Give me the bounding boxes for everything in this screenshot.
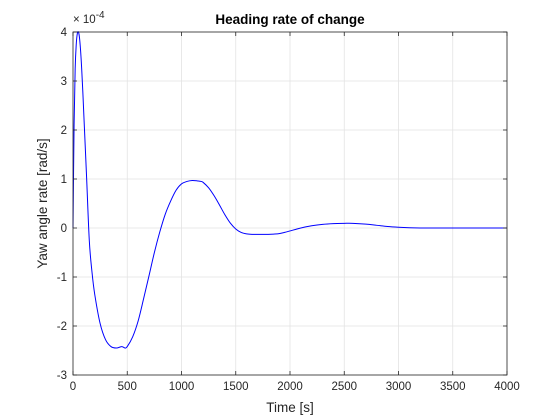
ticks: [72, 31, 508, 376]
x-tick-label: 3500: [440, 381, 466, 393]
y-axis-label: Yaw angle rate [rad/s]: [35, 138, 50, 268]
y-tick-label: 2: [61, 125, 67, 137]
x-tick-label: 4000: [494, 381, 520, 393]
y-tick-label: 1: [61, 174, 67, 186]
y-exponent-base: × 10: [73, 14, 96, 26]
y-tick-label: 4: [61, 27, 68, 39]
y-exponent-power: -4: [96, 10, 105, 21]
chart-title: Heading rate of change: [215, 12, 365, 27]
y-tick-label: -3: [57, 370, 67, 382]
x-tick-label: 2000: [277, 381, 303, 393]
x-tick-label: 1000: [169, 381, 195, 393]
x-tick-label: 1500: [223, 381, 249, 393]
y-tick-label: -1: [57, 272, 67, 284]
x-tick-label: 2500: [331, 381, 357, 393]
x-axis-label: Time [s]: [266, 400, 314, 415]
x-tick-label: 0: [70, 381, 76, 393]
x-tick-label: 3000: [386, 381, 412, 393]
series-layer: [72, 31, 507, 349]
x-tick-labels: 0 500 1000 1500 2000 2500 3000 3500 4000: [70, 381, 520, 393]
y-tick-label: 3: [61, 76, 67, 88]
y-exponent-label: × 10-4: [73, 10, 105, 26]
x-tick-label: 500: [118, 381, 137, 393]
y-tick-label: 0: [61, 223, 67, 235]
y-tick-label: -2: [57, 321, 67, 333]
series-line: [72, 31, 507, 349]
y-tick-labels: -3 -2 -1 0 1 2 3 4: [57, 27, 68, 382]
